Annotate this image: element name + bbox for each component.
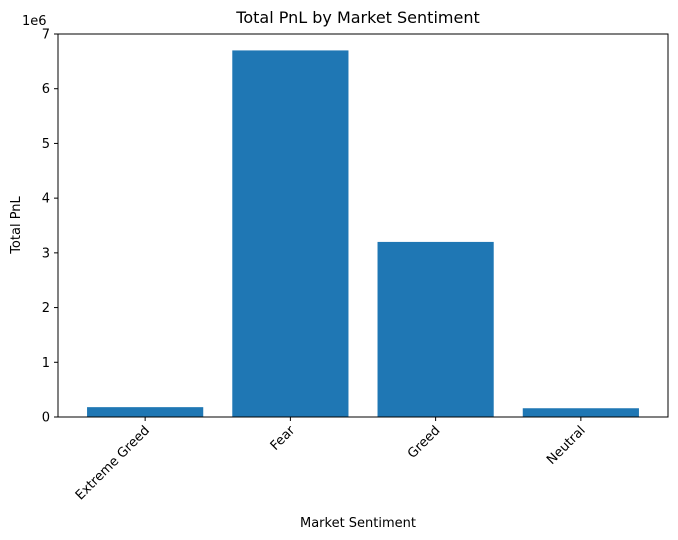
y-axis-label: Total PnL: [9, 195, 24, 254]
x-tick-label: Fear: [268, 423, 299, 454]
bar-neutral: [522, 408, 639, 417]
y-tick-label: 6: [42, 82, 50, 97]
bar-fear: [232, 50, 349, 418]
bar-extreme-greed: [87, 407, 204, 417]
chart-title: Total PnL by Market Sentiment: [235, 8, 479, 27]
x-tick-label: Greed: [405, 423, 443, 461]
y-axis-multiplier: 1e6: [22, 14, 47, 29]
y-tick-label: 7: [42, 28, 50, 43]
y-ticks-group: 0 1 2 3 4 5 6 7: [42, 28, 58, 426]
bar-greed: [377, 241, 494, 417]
y-tick-label: 0: [42, 411, 50, 426]
y-tick-label: 1: [42, 356, 50, 371]
y-tick-label: 5: [42, 137, 50, 152]
x-axis-label: Market Sentiment: [300, 516, 416, 531]
y-tick-label: 2: [42, 301, 50, 316]
bars-group: [87, 50, 639, 418]
x-ticks-group: Extreme Greed Fear Greed Neutral: [73, 417, 589, 503]
x-tick-label: Neutral: [544, 423, 589, 468]
y-tick-label: 4: [42, 192, 50, 207]
x-tick-label: Extreme Greed: [73, 423, 153, 503]
y-tick-label: 3: [42, 246, 50, 261]
plot-area-frame: [57, 33, 669, 418]
